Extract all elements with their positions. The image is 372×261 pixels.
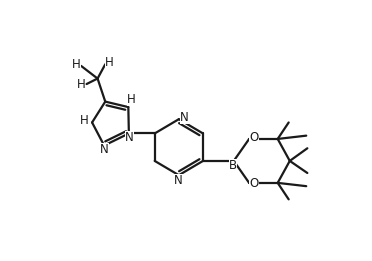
Text: N: N (100, 143, 109, 156)
Text: N: N (125, 131, 134, 144)
Text: H: H (105, 56, 114, 69)
Text: O: O (250, 131, 259, 144)
Text: H: H (77, 78, 86, 91)
Text: N: N (180, 111, 189, 124)
Text: O: O (250, 177, 259, 191)
Text: B: B (229, 159, 237, 172)
Text: H: H (80, 114, 89, 127)
Text: H: H (72, 58, 81, 71)
Text: N: N (174, 174, 183, 187)
Text: H: H (127, 93, 136, 106)
